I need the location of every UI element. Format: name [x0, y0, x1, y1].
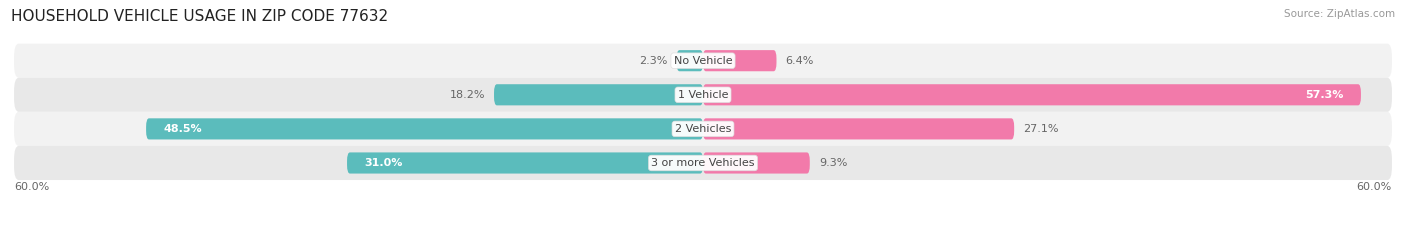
FancyBboxPatch shape — [703, 84, 1361, 105]
Text: Source: ZipAtlas.com: Source: ZipAtlas.com — [1284, 9, 1395, 19]
Text: 31.0%: 31.0% — [364, 158, 402, 168]
Text: 60.0%: 60.0% — [1357, 182, 1392, 192]
Text: 9.3%: 9.3% — [818, 158, 848, 168]
FancyBboxPatch shape — [676, 50, 703, 71]
FancyBboxPatch shape — [14, 44, 1392, 78]
Text: 2 Vehicles: 2 Vehicles — [675, 124, 731, 134]
Text: 1 Vehicle: 1 Vehicle — [678, 90, 728, 100]
Text: 18.2%: 18.2% — [450, 90, 485, 100]
FancyBboxPatch shape — [703, 118, 1014, 140]
Text: 2.3%: 2.3% — [640, 56, 668, 66]
Text: 57.3%: 57.3% — [1305, 90, 1344, 100]
Text: 60.0%: 60.0% — [14, 182, 49, 192]
FancyBboxPatch shape — [14, 78, 1392, 112]
Text: 6.4%: 6.4% — [786, 56, 814, 66]
Text: 48.5%: 48.5% — [163, 124, 202, 134]
FancyBboxPatch shape — [703, 50, 776, 71]
Text: HOUSEHOLD VEHICLE USAGE IN ZIP CODE 77632: HOUSEHOLD VEHICLE USAGE IN ZIP CODE 7763… — [11, 9, 388, 24]
FancyBboxPatch shape — [347, 152, 703, 174]
FancyBboxPatch shape — [14, 146, 1392, 180]
Text: No Vehicle: No Vehicle — [673, 56, 733, 66]
FancyBboxPatch shape — [146, 118, 703, 140]
FancyBboxPatch shape — [703, 152, 810, 174]
Text: 27.1%: 27.1% — [1024, 124, 1059, 134]
FancyBboxPatch shape — [494, 84, 703, 105]
Text: 3 or more Vehicles: 3 or more Vehicles — [651, 158, 755, 168]
FancyBboxPatch shape — [14, 112, 1392, 146]
